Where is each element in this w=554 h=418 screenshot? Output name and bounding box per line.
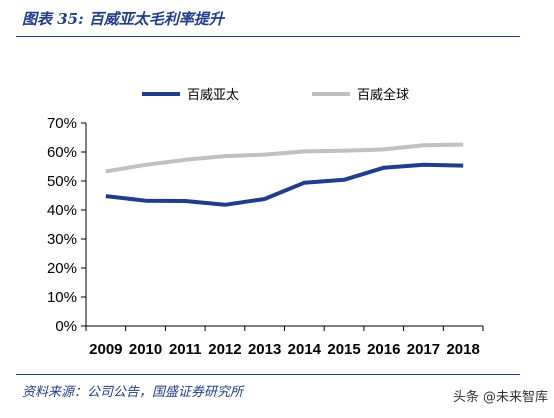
source-rule — [16, 374, 520, 375]
y-tick-label: 0% — [55, 318, 77, 335]
y-tick-label: 10% — [47, 289, 77, 306]
x-tick-label: 2016 — [367, 341, 400, 358]
chart-series — [105, 142, 464, 207]
y-tick-label: 70% — [47, 115, 77, 132]
figure-title: 图表 35: 百威亚太毛利率提升 — [22, 10, 224, 28]
chart-axes: 0% 10% 20% 30% 40% 50% 60% 70% 2009 2010 2011 2012 2… — [47, 115, 484, 358]
chart-legend: 百威亚太 百威全球 — [142, 87, 409, 103]
x-tick-label: 2010 — [129, 341, 162, 358]
x-tick-label: 2014 — [288, 341, 322, 358]
x-tick-label: 2009 — [89, 341, 122, 358]
x-tick-label: 2017 — [407, 341, 440, 358]
y-tick-label: 40% — [47, 202, 77, 219]
x-tick-label: 2011 — [169, 341, 202, 358]
y-tick-label: 50% — [47, 173, 77, 190]
x-tick-label: 2015 — [327, 341, 360, 358]
y-tick-label: 20% — [47, 260, 77, 277]
series-line — [105, 142, 464, 174]
x-tick-label: 2018 — [446, 341, 479, 358]
legend-label: 百威全球 — [357, 87, 409, 103]
y-tick-label: 60% — [47, 144, 77, 161]
source-note: 资料来源：公司公告，国盛证券研究所 — [22, 385, 244, 400]
x-tick-label: 2013 — [248, 341, 281, 358]
x-tick-label: 2012 — [208, 341, 241, 358]
series-line — [105, 162, 464, 207]
y-tick-label: 30% — [47, 231, 77, 248]
watermark: 头条 @未来智库 — [452, 390, 548, 405]
title-rule — [16, 36, 520, 37]
legend-label: 百威亚太 — [187, 88, 239, 103]
